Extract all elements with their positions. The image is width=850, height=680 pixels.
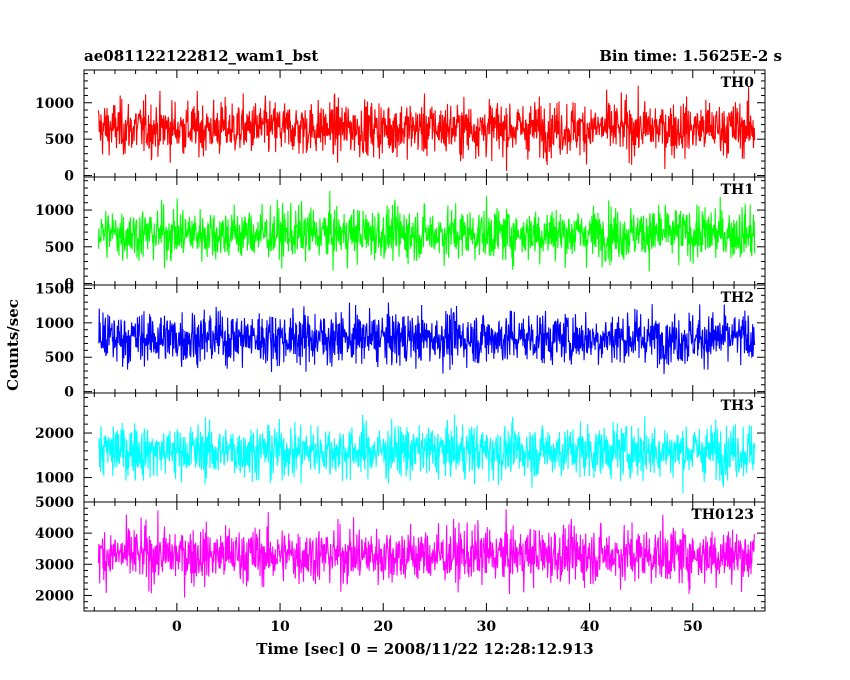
panel-label: TH1 [721,182,754,198]
y-tick-label: 2000 [35,426,74,442]
y-tick-label: 1000 [35,471,74,487]
y-tick-label: 0 [64,277,74,293]
panel-label: TH0 [721,75,755,91]
y-tick-label: 4000 [35,526,74,542]
y-tick-label: 5000 [35,495,74,511]
panel-th1: 0 500 1000 TH1 [35,176,766,293]
y-tick-label: 0 [64,169,74,185]
chart-title: ae081122122812_wam1_bst [84,47,318,65]
panel-label: TH3 [721,398,754,414]
panel-th2: 0 500 1000 1500 TH2 [35,281,766,401]
x-tick-label: 50 [683,619,703,635]
y-tick-label: 500 [45,240,74,256]
y-tick-label: 1000 [35,96,74,112]
panel-th0123: 2000 3000 4000 5000 TH0123 [35,495,766,612]
series-line-th3 [98,414,756,494]
bin-time-label: Bin time: 1.5625E-2 s [599,47,782,65]
y-tick-label: 3000 [35,557,74,573]
y-tick-label: 2000 [35,588,74,604]
y-tick-label: 500 [45,132,74,148]
y-axis-label: Counts/sec [4,299,22,391]
x-tick-label: 0 [172,619,182,635]
x-tick-label: 30 [477,619,497,635]
x-axis-label: Time [sec] 0 = 2008/11/22 12:28:12.913 [256,640,593,658]
series-line-th2 [97,302,756,374]
x-tick-label: 40 [580,619,600,635]
panel-th0: 0 500 1000 TH0 [35,69,766,185]
y-tick-label: 1000 [35,316,74,332]
panels-group: 05001000TH005001000TH1050010001500TH2100… [35,69,766,635]
x-tick-label: 20 [373,619,393,635]
y-tick-label: 1500 [35,281,74,297]
panel-th3: 1000 2000 TH3 [35,392,766,503]
series-line-th0123 [97,509,756,598]
series-line-th0 [97,85,756,171]
y-tick-label: 1000 [35,203,74,219]
y-tick-label: 0 [64,385,74,401]
panel-label: TH0123 [691,507,754,523]
x-tick-label: 10 [270,619,290,635]
panel-label: TH2 [721,290,754,306]
y-tick-label: 500 [45,350,74,366]
series-line-th1 [97,191,756,272]
